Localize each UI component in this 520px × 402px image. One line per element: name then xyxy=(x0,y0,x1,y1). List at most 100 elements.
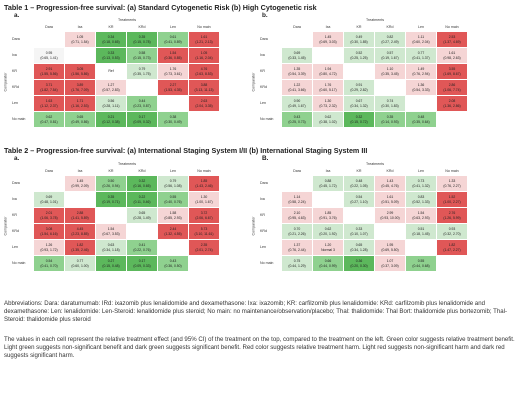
effect-cell xyxy=(406,240,436,255)
effect-value: 1.43 xyxy=(386,179,394,184)
effect-cell: 3.89 (1.76, 7.09) xyxy=(65,80,95,95)
effect-value: 2.76 xyxy=(448,211,456,216)
effect-value: 0.32 xyxy=(138,179,146,184)
effect-cell: 0.43 (0.25, 0.73) xyxy=(282,112,312,127)
column-header: No main xyxy=(445,25,459,29)
effect-ci: (0.45, 4.76) xyxy=(381,183,399,188)
effect-ci: (1.54, 6.16) xyxy=(40,231,58,236)
row-header: Ixa xyxy=(12,53,17,57)
effect-ci: (0.85, 2.93) xyxy=(164,215,182,220)
effect-cell: 0.51 (0.18, 1.45) xyxy=(406,224,436,239)
effect-cell: 1.43 (0.45, 4.76) xyxy=(375,176,405,191)
effect-cell: 0.54 (0.41, 0.70) xyxy=(34,256,64,271)
effect-cell: 1.36 (0.54, 3.33) xyxy=(406,80,436,95)
effect-cell: 2.44 (1.32, 4.55) xyxy=(158,224,188,239)
effect-cell: 0.65 (0.49, 0.86) xyxy=(65,112,95,127)
effect-cell xyxy=(65,48,95,63)
effect-cell: 1.82 (1.47, 2.27) xyxy=(437,240,467,255)
effect-value: 3.89 xyxy=(76,83,84,88)
effect-ci: (0.30, 0.49) xyxy=(164,119,182,124)
effect-cell: 0.48 (0.35, 0.64) xyxy=(406,112,436,127)
effect-cell: 0.67 (0.34, 1.32) xyxy=(344,96,374,111)
effect-ci: (0.09, 0.33) xyxy=(133,263,151,268)
effect-value: 3.71 xyxy=(45,83,53,88)
effect-ci: (0.36, 0.85) xyxy=(164,55,182,60)
effect-ci: (0.56, 1.08) xyxy=(164,183,182,188)
effect-cell: 4.76 (2.63, 8.53) xyxy=(189,64,219,79)
effect-cell: 3.05 (1.56, 5.86) xyxy=(65,64,95,79)
effect-value: 2.99 xyxy=(386,211,394,216)
effect-ci: (0.34, 1.18) xyxy=(102,247,120,252)
effect-ci: (1.21, 2.13) xyxy=(195,39,213,44)
row-header: No main xyxy=(12,261,26,265)
effect-value: 1.35 xyxy=(293,67,301,72)
effect-cell: 0.49 (0.30, 1.85) xyxy=(344,32,374,47)
effect-value: 2.91 xyxy=(45,67,53,72)
effect-value: 0.35 xyxy=(138,35,146,40)
effect-value: 0.34 xyxy=(107,35,115,40)
effect-value: 2.53 xyxy=(448,35,456,40)
effect-ci: (0.69, 5.50) xyxy=(381,247,399,252)
effect-ci: (0.26, 0.94) xyxy=(102,183,120,188)
effect-cell: 0.75 (0.44, 1.29) xyxy=(282,256,312,271)
effect-cell: 1.76 (0.60, 5.17) xyxy=(313,80,343,95)
row-header: KR xyxy=(12,213,17,217)
effect-cell: 4.45 (2.23, 8.85) xyxy=(65,224,95,239)
effect-cell: 1.26 (0.93, 1.72) xyxy=(34,240,64,255)
effect-ci: (0.80, 4.72) xyxy=(319,71,337,76)
comparator-label: Comparator xyxy=(3,216,8,236)
effect-ci: (0.60, 1.00) xyxy=(71,263,89,268)
effect-value: 1.85 xyxy=(200,179,208,184)
effect-cell: 1.37 (0.76, 2.44) xyxy=(282,240,312,255)
effect-ci: (0.20, 0.30) xyxy=(350,263,368,268)
effect-value: 0.54 xyxy=(355,195,363,200)
effect-cell: 0.35 (0.15, 0.78) xyxy=(127,32,157,47)
effect-value: 2.10 xyxy=(293,211,301,216)
effect-ci: (0.35, 0.64) xyxy=(412,119,430,124)
effect-value: 1.45 xyxy=(76,179,84,184)
column-header: Ixa xyxy=(325,25,331,29)
effect-cell xyxy=(437,256,467,271)
effect-value: 1.11 xyxy=(417,35,425,40)
effect-value: 3.05 xyxy=(76,67,84,72)
effect-cell: 0.65 (0.28, 1.49) xyxy=(127,208,157,223)
effect-value: 0.67 xyxy=(355,99,363,104)
effect-cell: 0.74 (0.30, 1.83) xyxy=(375,96,405,111)
column-header: KR xyxy=(356,25,362,29)
comparator-label: Comparator xyxy=(251,216,256,236)
effect-cell: 0.41 (0.22, 0.76) xyxy=(127,240,157,255)
effect-cell: 1.27 (0.57, 2.83) xyxy=(96,80,126,95)
column-header: KR xyxy=(108,25,114,29)
effect-ci: (0.10, 1.07) xyxy=(350,231,368,236)
effect-cell: 0.50 (0.26, 0.94) xyxy=(96,176,126,191)
column-header: Dara xyxy=(45,25,53,29)
effect-cell: 3.55 (1.69, 8.67) xyxy=(437,64,467,79)
effect-value: Ref xyxy=(108,69,114,74)
effect-cell: 1.61 (1.21, 2.13) xyxy=(189,32,219,47)
effect-cell xyxy=(96,208,126,223)
effect-value: 0.65 xyxy=(138,211,146,216)
effect-ci: (1.53, 4.35) xyxy=(164,87,182,92)
effect-cell: 1.76 (0.73, 3.61) xyxy=(158,64,188,79)
effect-cell: 0.62 (0.47, 0.81) xyxy=(34,112,64,127)
effect-ci: (0.27, 1.10) xyxy=(350,199,368,204)
effect-value: 0.65 xyxy=(76,115,84,120)
effect-value: 0.66 xyxy=(324,259,332,264)
effect-cell: 1.61 (0.98, 2.63) xyxy=(437,48,467,63)
effect-cell: 1.22 (0.41, 3.66) xyxy=(282,80,312,95)
effect-cell: 1.20 Normal 3 xyxy=(313,240,343,255)
effect-ci: (0.76, 2.94) xyxy=(412,71,430,76)
effect-ci: (0.54, 3.39) xyxy=(288,71,306,76)
effect-cell: 0.34 (0.18, 0.65) xyxy=(96,32,126,47)
effect-cell: 1.30 (1.00, 1.67) xyxy=(189,192,219,207)
effect-cell: 0.90 (0.49, 1.67) xyxy=(282,96,312,111)
effect-ci: (0.18, 1.45) xyxy=(412,231,430,236)
effect-cell: 0.57 (0.19, 1.67) xyxy=(375,48,405,63)
effect-ci: (0.44, 1.29) xyxy=(288,263,306,268)
effect-value: 1.33 xyxy=(448,179,456,184)
effect-cell xyxy=(313,192,343,207)
effect-ci: (0.63, 2.93) xyxy=(412,215,430,220)
effect-cell: 3.08 (1.54, 6.16) xyxy=(34,224,64,239)
column-header: KR xyxy=(108,169,114,173)
column-header: KRd xyxy=(138,25,146,29)
